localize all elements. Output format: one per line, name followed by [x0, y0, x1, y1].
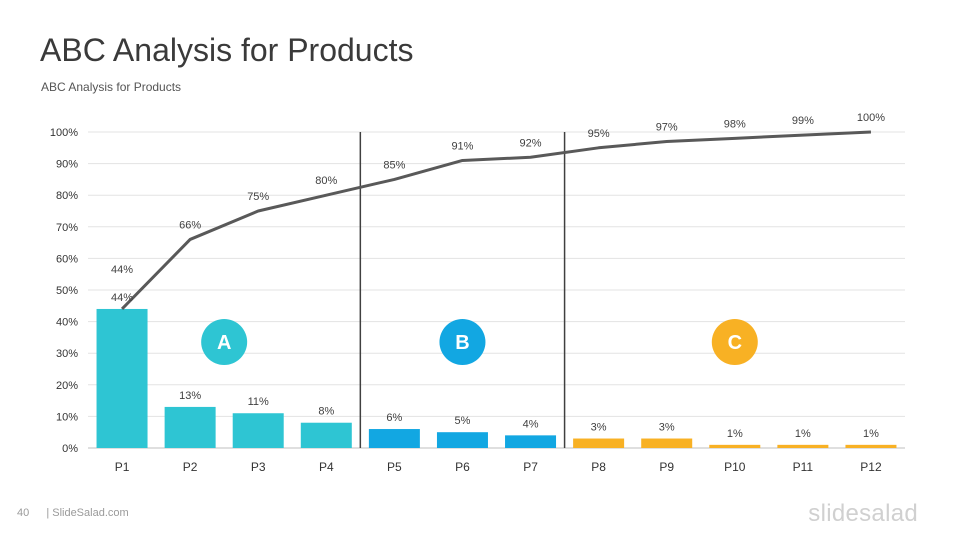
bar-p8: [573, 438, 625, 448]
bar-p7: [505, 435, 557, 448]
bar-value-label: 1%: [727, 428, 743, 440]
bar-p1: [96, 308, 148, 448]
group-badge-label: A: [217, 332, 231, 354]
page-number: 40: [17, 507, 30, 519]
bar-value-label: 13%: [179, 390, 201, 402]
cumulative-value-label: 85%: [383, 159, 405, 171]
cumulative-value-label: 75%: [247, 191, 269, 203]
x-tick-label: P9: [659, 460, 674, 474]
y-tick-label: 50%: [56, 285, 78, 297]
cumulative-line: [120, 130, 872, 311]
cumulative-value-label: 95%: [588, 128, 610, 140]
bar-value-label: 8%: [318, 406, 334, 418]
cumulative-value-label: 91%: [451, 140, 473, 152]
group-badge-c: [711, 319, 758, 365]
bar-p6: [436, 432, 488, 448]
bar-value-label: 1%: [863, 428, 879, 440]
x-tick-label: P10: [724, 460, 746, 474]
cumulative-value-label: 97%: [656, 121, 678, 133]
y-tick-label: 10%: [56, 411, 78, 423]
x-tick-label: P12: [860, 460, 882, 474]
x-tick-label: P2: [183, 460, 198, 474]
bar-p3: [232, 413, 284, 448]
bar-p10: [709, 444, 761, 448]
y-tick-label: 80%: [56, 190, 78, 202]
cumulative-value-label: 98%: [724, 118, 746, 130]
cumulative-value-label: 99%: [792, 115, 814, 127]
bar-p11: [777, 444, 829, 448]
group-badge-label: C: [728, 332, 742, 354]
x-tick-label: P4: [319, 460, 334, 474]
bar-value-label: 1%: [795, 428, 811, 440]
bar-value-label: 11%: [248, 396, 269, 408]
x-tick-label: P11: [793, 460, 814, 474]
x-tick-label: P1: [115, 460, 130, 474]
cumulative-value-label: 100%: [857, 112, 885, 124]
cumulative-value-label: 66%: [179, 219, 201, 231]
bar-p5: [368, 429, 420, 448]
bar-value-label: 3%: [591, 422, 607, 434]
footer-site: | SlideSalad.com: [46, 507, 129, 519]
group-badge-label: B: [455, 332, 469, 354]
y-tick-label: 90%: [56, 159, 78, 171]
group-badge-a: [201, 319, 248, 365]
y-tick-label: 70%: [56, 222, 78, 234]
y-tick-label: 20%: [56, 380, 78, 392]
x-tick-label: P3: [251, 460, 266, 474]
bar-p4: [300, 422, 352, 448]
cumulative-value-label: 92%: [520, 137, 542, 149]
y-tick-label: 100%: [50, 127, 78, 139]
y-tick-label: 40%: [56, 317, 78, 329]
y-tick-label: 60%: [56, 253, 78, 265]
group-badge-b: [439, 319, 486, 365]
bar-value-label: 4%: [523, 418, 539, 430]
y-tick-label: 0%: [62, 443, 78, 455]
bar-p12: [845, 444, 897, 448]
cumulative-value-label: 80%: [315, 175, 337, 187]
bar-value-label: 6%: [386, 412, 402, 424]
slidesalad-logo: slidesalad: [808, 500, 918, 527]
cumulative-value-label: 44%: [111, 264, 133, 276]
bar-p2: [164, 406, 216, 448]
footer: 40 | SlideSalad.com: [17, 507, 129, 519]
bar-p9: [641, 438, 693, 448]
y-tick-label: 30%: [56, 348, 78, 360]
x-tick-label: P8: [591, 460, 606, 474]
slide-subtitle: ABC Analysis for Products: [41, 80, 182, 94]
x-tick-label: P6: [455, 460, 470, 474]
bar-value-label: 3%: [659, 422, 675, 434]
x-tick-label: P5: [387, 460, 402, 474]
bar-value-label: 5%: [455, 415, 471, 427]
bar-value-label: 44%: [111, 292, 133, 304]
slide-title: ABC Analysis for Products: [40, 32, 414, 68]
x-tick-label: P7: [523, 460, 538, 474]
